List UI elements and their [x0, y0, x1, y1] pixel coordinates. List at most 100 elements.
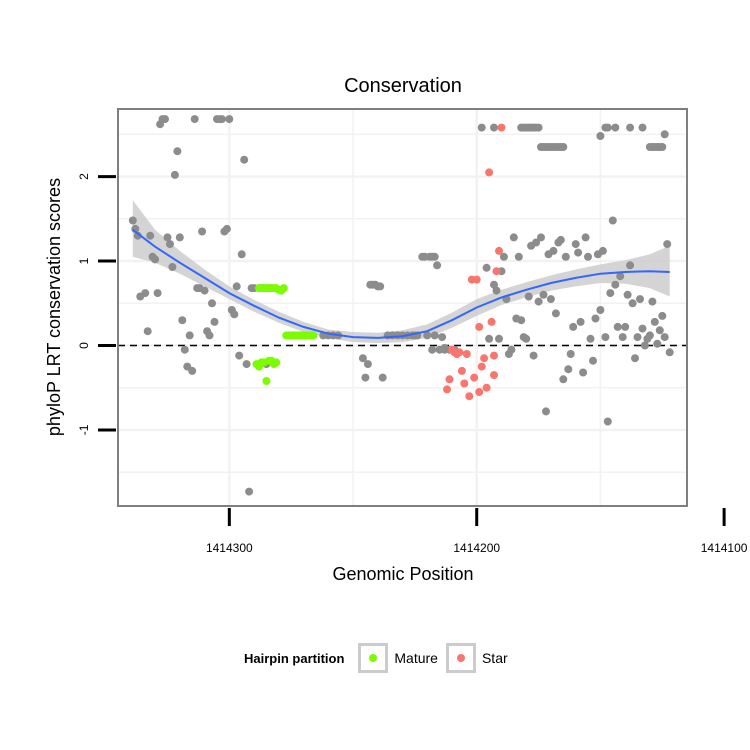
confidence-ribbon-layer — [132, 200, 670, 343]
point-other — [546, 295, 555, 304]
x-axis: 1414300 1414200 1414100 — [206, 508, 748, 555]
point-other — [658, 311, 667, 320]
point-other — [569, 322, 578, 331]
legend-key-star — [445, 643, 476, 673]
point-star — [490, 351, 498, 360]
point-star — [445, 375, 454, 384]
point-other — [430, 252, 439, 261]
point-other — [665, 348, 674, 357]
point-other — [185, 331, 194, 340]
point-star — [495, 246, 503, 255]
point-other — [225, 115, 234, 124]
point-other — [571, 240, 580, 249]
smooth-line-layer — [132, 229, 670, 339]
point-other — [663, 240, 672, 249]
point-other — [509, 233, 518, 242]
point-other — [633, 333, 642, 342]
x-tick-label: 1414100 — [701, 541, 748, 555]
y-tick-label: -1 — [77, 424, 91, 435]
point-other — [141, 289, 150, 298]
point-star — [482, 383, 491, 392]
point-other — [522, 334, 531, 343]
point-mature — [279, 284, 288, 293]
legend-item-mature: Mature — [358, 643, 438, 673]
point-other — [626, 261, 635, 270]
point-other — [584, 252, 592, 261]
point-other — [645, 331, 654, 340]
point-other — [611, 123, 620, 132]
point-other — [438, 333, 447, 342]
point-other — [606, 289, 615, 298]
plot-frame — [117, 108, 688, 507]
point-other — [492, 286, 501, 295]
point-other — [660, 333, 669, 342]
point-other — [217, 115, 226, 124]
smooth-line — [132, 229, 670, 339]
y-tick-label: 1 — [77, 257, 91, 264]
point-other — [638, 123, 647, 132]
point-other — [161, 115, 169, 124]
point-other — [180, 345, 189, 354]
chart-title: Conservation — [344, 75, 462, 97]
point-other — [200, 286, 209, 295]
point-other — [574, 248, 583, 257]
point-star — [472, 275, 481, 284]
point-other — [133, 231, 142, 240]
point-other — [579, 368, 588, 377]
point-other — [539, 290, 548, 299]
point-other — [485, 334, 494, 343]
point-other — [603, 123, 612, 132]
point-mature — [309, 331, 318, 340]
plot-background — [118, 109, 687, 506]
point-other — [534, 297, 543, 306]
point-other — [242, 360, 251, 369]
point-other — [628, 299, 637, 308]
confidence-ribbon — [132, 200, 670, 343]
point-other — [190, 115, 199, 124]
point-other — [591, 314, 600, 323]
point-other — [529, 351, 538, 360]
point-star — [462, 350, 471, 358]
point-other — [235, 351, 244, 360]
point-other — [376, 282, 385, 291]
point-other — [626, 123, 635, 132]
point-other — [208, 299, 216, 308]
y-tick-label: 0 — [77, 342, 91, 349]
data-points-layer — [128, 115, 674, 496]
point-other — [653, 339, 662, 348]
point-mature — [262, 377, 271, 385]
point-other — [616, 272, 625, 281]
legend-item-star: Star — [445, 643, 508, 673]
point-other — [638, 324, 647, 333]
point-other — [576, 317, 585, 326]
point-star — [487, 317, 496, 326]
point-other — [222, 224, 231, 233]
point-other — [361, 373, 370, 382]
point-other — [146, 231, 155, 240]
point-star — [480, 354, 489, 363]
point-other — [151, 255, 160, 264]
legend-key-mature — [358, 643, 389, 673]
point-other — [556, 235, 565, 244]
point-other — [532, 238, 541, 247]
point-other — [245, 487, 254, 496]
point-other — [428, 345, 437, 354]
point-other — [660, 130, 669, 139]
point-other — [623, 290, 632, 299]
point-other — [175, 233, 184, 242]
point-star — [455, 348, 464, 357]
point-other — [613, 322, 622, 331]
point-star — [492, 267, 501, 276]
point-other — [586, 334, 595, 343]
point-other — [566, 350, 575, 358]
point-other — [640, 341, 649, 350]
legend-label-mature: Mature — [394, 650, 438, 666]
point-other — [230, 310, 239, 319]
point-other — [655, 326, 664, 335]
point-other — [433, 261, 442, 270]
legend: Hairpin partition Mature Star — [244, 640, 516, 676]
point-other — [611, 280, 620, 289]
point-other — [499, 252, 508, 261]
legend-label-star: Star — [481, 650, 508, 666]
